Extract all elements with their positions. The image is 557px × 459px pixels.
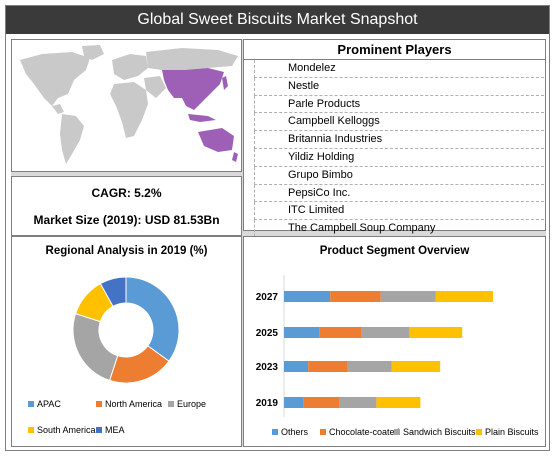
map-new-zealand [232, 152, 238, 162]
world-map [20, 45, 238, 164]
bar-segment-sandwich-biscuits [347, 361, 392, 372]
bar-segment-chocolate-coated [308, 361, 348, 372]
players-list: Mondelez Nestle Parle Products Campbell … [254, 60, 544, 237]
bar-segment-others [284, 327, 320, 338]
map-middle-east [144, 76, 166, 98]
category-label: 2023 [256, 362, 279, 373]
map-north-america [20, 52, 90, 106]
regional-legend: APAC North America Europe South America MEA [12, 395, 241, 445]
product-chart-title: Product Segment Overview [319, 245, 470, 257]
legend-item: North America [96, 399, 162, 409]
legend-label: APAC [37, 399, 61, 409]
legend-swatch [28, 401, 34, 407]
legend-swatch [272, 429, 278, 435]
legend-item: Others [272, 427, 308, 437]
legend-swatch [394, 429, 400, 435]
player-item: Grupo Bimbo [254, 166, 544, 185]
legend-item: Chocolate-coated [320, 427, 400, 437]
legend-item: Sandwich Biscuits [394, 427, 476, 437]
product-segment-panel: Product Segment Overview 2027 2025 2023 201… [243, 236, 546, 447]
regional-analysis-panel: Regional Analysis in 2019 (%) APAC North … [11, 236, 242, 447]
page-title: Global Sweet Biscuits Market Snapshot [6, 6, 549, 34]
bar-segment-sandwich-biscuits [380, 291, 436, 302]
legend-swatch [320, 429, 326, 435]
player-item: Parle Products [254, 95, 544, 114]
legend-item: Europe [168, 399, 206, 409]
legend-label: Plain Biscuits [485, 427, 539, 437]
map-russia [146, 48, 238, 70]
map-central-america [52, 104, 64, 114]
market-size-value: Market Size (2019): USD 81.53Bn [33, 213, 220, 227]
player-item: Nestle [254, 77, 544, 96]
cagr-value: CAGR: 5.2% [91, 186, 162, 200]
players-title: Prominent Players [244, 40, 545, 60]
legend-item: Plain Biscuits [476, 427, 539, 437]
legend-label: Chocolate-coated [329, 427, 400, 437]
legend-label: MEA [105, 425, 125, 435]
legend-item: APAC [28, 399, 61, 409]
product-legend: Others Chocolate-coated Sandwich Biscuits P… [244, 427, 545, 441]
legend-label: Sandwich Biscuits [403, 427, 476, 437]
category-label: 2025 [256, 328, 279, 339]
bar-segment-chocolate-coated [303, 397, 339, 408]
player-item: ITC Limited [254, 202, 544, 221]
player-item: PepsiCo Inc. [254, 184, 544, 203]
legend-label: North America [105, 399, 163, 409]
legend-item: South America [28, 425, 96, 435]
player-item: Mondelez [254, 60, 544, 78]
donut-slice-apac [125, 276, 180, 362]
category-label: 2019 [256, 398, 279, 409]
legend-label: Others [281, 427, 309, 437]
snapshot-frame: Global Sweet Biscuits Market Snapshot [5, 5, 550, 451]
prominent-players-panel: Prominent Players Mondelez Nestle Parle … [243, 39, 546, 237]
donut-slice-europe [72, 312, 119, 382]
bar-segment-chocolate-coated [319, 327, 361, 338]
bar-segment-chocolate-coated [330, 291, 381, 302]
map-australia [198, 128, 234, 152]
bar-segment-others [284, 291, 331, 302]
legend-swatch [476, 429, 482, 435]
legend-label: Europe [177, 399, 207, 409]
map-asia-pacific [162, 68, 224, 110]
legend-swatch [168, 401, 174, 407]
world-map-panel [11, 39, 242, 172]
legend-item: MEA [96, 425, 125, 435]
legend-swatch [96, 401, 102, 407]
bar-segment-sandwich-biscuits [339, 397, 377, 408]
map-greenland [82, 45, 104, 60]
player-item: Campbell Kelloggs [254, 113, 544, 132]
bar-segment-others [284, 397, 304, 408]
map-south-america [60, 114, 84, 164]
bar-segment-plain-biscuits [376, 397, 421, 408]
map-europe [112, 54, 148, 80]
regional-donut-chart [72, 276, 180, 384]
legend-swatch [28, 427, 34, 433]
legend-swatch [96, 427, 102, 433]
bar-segment-others [284, 361, 309, 372]
bar-segment-plain-biscuits [435, 291, 493, 302]
bar-segment-plain-biscuits [391, 361, 441, 372]
player-item: Yildiz Holding [254, 148, 544, 167]
product-segment-chart: 2027 2025 2023 2019 [256, 275, 493, 417]
map-indonesia [188, 114, 216, 122]
player-item: The Campbell Soup Company [254, 220, 544, 237]
donut-slice-mea [99, 276, 127, 308]
map-africa [110, 82, 148, 138]
category-label: 2027 [256, 292, 279, 303]
legend-label: South America [37, 425, 96, 435]
bar-segment-plain-biscuits [409, 327, 463, 338]
player-item: Britannia Industries [254, 131, 544, 149]
kpi-panel: CAGR: 5.2% Market Size (2019): USD 81.53… [11, 176, 242, 236]
map-japan [222, 76, 228, 90]
bar-segment-sandwich-biscuits [361, 327, 410, 338]
regional-chart-title: Regional Analysis in 2019 (%) [45, 245, 208, 257]
